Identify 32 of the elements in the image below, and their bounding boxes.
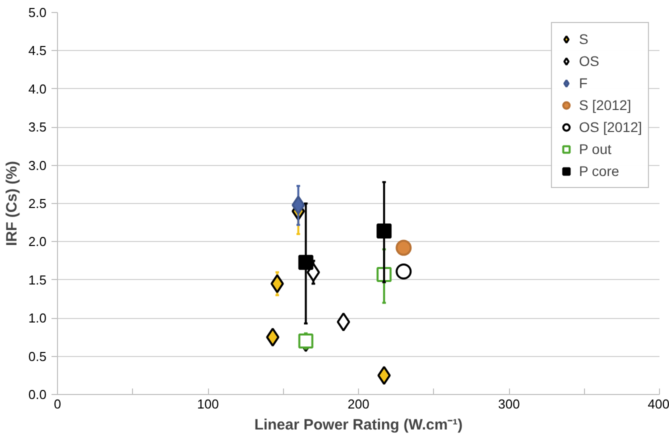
legend-label: S <box>578 31 590 47</box>
point <box>377 366 391 385</box>
x-tick-label: 200 <box>348 396 370 412</box>
x-tick-label: 0 <box>54 396 62 412</box>
point <box>376 224 392 239</box>
legend-label: OS <box>578 53 600 69</box>
legend-label: OS [2012] <box>578 119 642 135</box>
y-tick-label: 2.0 <box>28 234 47 250</box>
legend-label: F <box>578 75 589 91</box>
y-tick-label: 1.0 <box>28 310 47 326</box>
y-tick-label: 5.0 <box>28 5 47 20</box>
legend-label: P core <box>578 163 620 179</box>
x-tick-label: 300 <box>498 396 520 412</box>
x-axis-title: Linear Power Rating (W.cm⁻¹) <box>254 416 463 434</box>
legend-label: P out <box>578 141 612 157</box>
y-tick-label: 4.5 <box>28 43 47 58</box>
legend-label: S [2012] <box>578 97 632 113</box>
point <box>396 264 412 280</box>
x-tick-label: 400 <box>648 396 669 412</box>
y-tick-label: 0.0 <box>28 387 47 402</box>
x-tick-label: 100 <box>197 396 219 412</box>
y-tick-label: 2.5 <box>28 196 47 211</box>
y-tick-label: 0.5 <box>28 348 47 364</box>
point <box>298 334 314 349</box>
y-axis-title: IRF (Cs) (%) <box>3 160 20 246</box>
y-tick-label: 1.5 <box>28 272 47 288</box>
y-tick-label: 3.0 <box>28 158 47 173</box>
y-tick-label: 4.0 <box>28 81 47 96</box>
point <box>396 240 412 256</box>
y-tick-label: 3.5 <box>28 120 47 135</box>
point <box>336 312 350 332</box>
point <box>298 254 314 270</box>
